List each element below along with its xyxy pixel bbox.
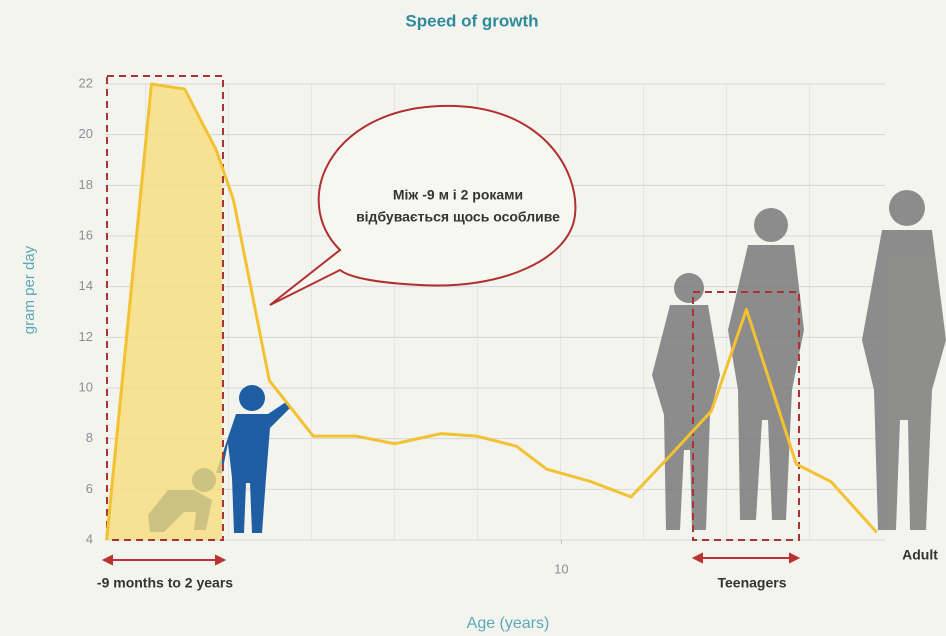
y-tick-label: 6 <box>86 481 93 496</box>
x-axis-label: Age (years) <box>467 615 550 632</box>
chart: Speed of growth Age (years) gram per day… <box>0 0 946 636</box>
x-tick-label: 10 <box>554 561 568 576</box>
y-tick-label: 20 <box>79 126 93 141</box>
chart-title: Speed of growth <box>405 11 538 30</box>
period-label: Adult <box>902 547 938 563</box>
y-tick-label: 8 <box>86 430 93 445</box>
bubble-text: Між -9 м і 2 роками <box>393 187 523 203</box>
y-tick-label: 4 <box>86 531 93 546</box>
y-tick-label: 12 <box>79 329 93 344</box>
period-label: -9 months to 2 years <box>97 575 233 591</box>
bubble-text: відбувається щось особливе <box>356 209 560 225</box>
y-tick-label: 10 <box>79 379 93 394</box>
y-tick-label: 14 <box>79 278 93 293</box>
y-tick-label: 22 <box>79 75 93 90</box>
y-tick-label: 16 <box>79 227 93 242</box>
y-tick-label: 18 <box>79 177 93 192</box>
page: {"chart_data": {"type": "line", "title":… <box>0 0 946 636</box>
y-axis-label: gram per day <box>21 245 38 334</box>
period-label: Teenagers <box>718 575 787 591</box>
arrows <box>104 554 798 564</box>
